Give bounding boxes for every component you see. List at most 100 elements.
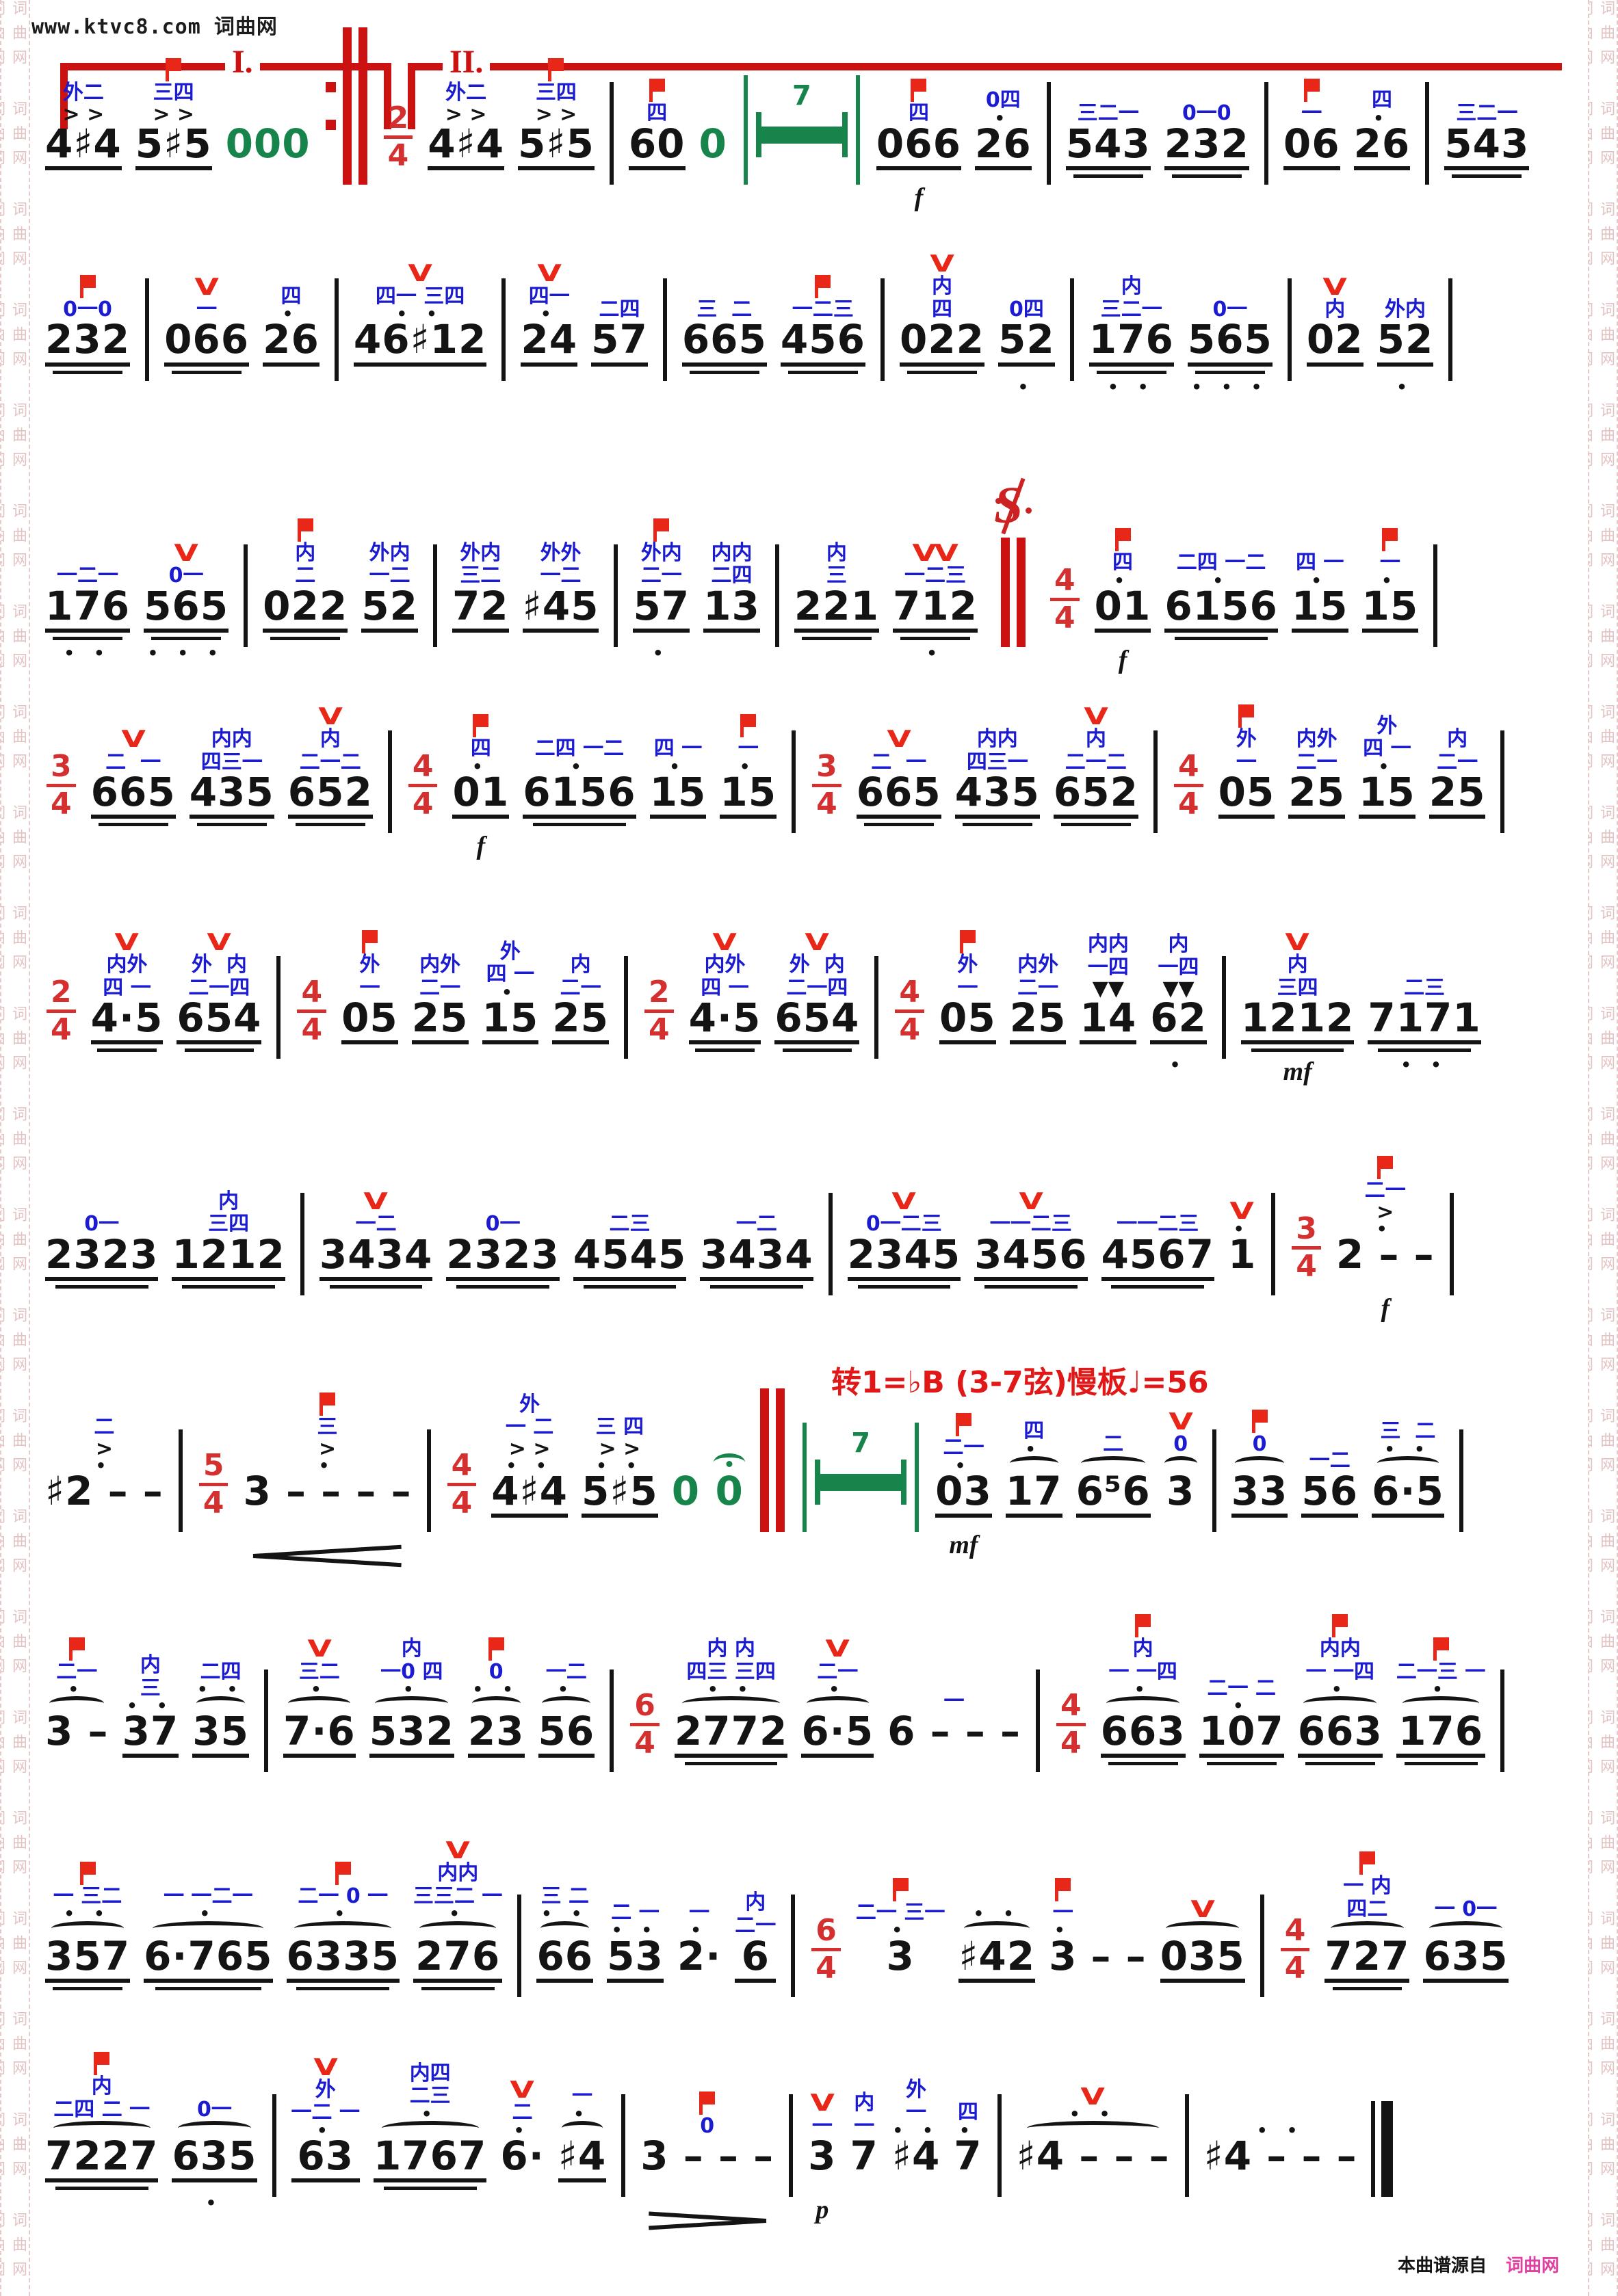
below-note: • • • [144,645,229,661]
duration-lines [558,2175,607,2197]
slur-arc [1376,1455,1439,1470]
note-cell: 二一三 一 • 176 [1396,1637,1486,1773]
barline [1069,278,1074,381]
below-note: mf [1241,1059,1354,1085]
note-digits: ♯4 – – – [1016,2133,1170,2180]
fingering: 一 一四 [1305,1659,1375,1684]
bow-marks [958,930,977,953]
bow-marks [68,1637,86,1661]
note-cell: – – [1091,1936,1146,1997]
barline [264,1670,268,1773]
bow-marks [1376,1156,1394,1179]
note-digits: 066 [876,120,961,167]
time-sig-denominator: 4 [451,1486,473,1520]
up-bow-icon: V [1285,928,1310,956]
bow-flag-icon [1054,1877,1072,1901]
underline-second [533,823,626,827]
bow-marks [891,1877,910,1901]
duration-lines [1428,811,1486,833]
note-digits: 15 [649,769,707,816]
note-digits: 727 [1325,1932,1410,1979]
bow-marks [318,1393,337,1416]
fingering-upper: 内 [401,1637,422,1661]
note-cell: V 内 02 [1306,275,1363,381]
bow-marks: V [930,252,954,276]
slur-arc [178,2121,251,2135]
fingering: 二一四 [786,975,848,1000]
duration-lines [649,811,707,833]
time-sig-denominator: 4 [1284,1950,1306,1985]
note-digits: 4♯4 [491,1467,568,1514]
dynamic-label: f [914,183,924,212]
duration-lines [1160,1975,1245,1997]
underline-second [788,370,858,374]
bow-marks [487,1637,506,1661]
duration-lines [1053,811,1138,833]
underline [192,1754,249,1758]
duration-lines [341,1037,398,1059]
underline [735,1978,777,1983]
up-bow-icon: V [886,726,911,754]
note-cell: 四 一 • 15 [649,737,707,833]
duration-lines [633,625,690,647]
note-digits: 435 [954,769,1040,816]
octave-dots-above: • [1331,1680,1349,1700]
final-thin-bar [1370,2101,1375,2198]
fingering: 二一二 [1065,750,1127,774]
underline [892,629,978,633]
hairpin-cresc [253,1539,402,1569]
note-cell: 四 一 • 15 [1291,551,1348,647]
note-digits: ♯4 – – – [1203,2133,1357,2180]
below-note: • • • [1188,378,1273,395]
note-digits: ♯4 [891,2133,941,2180]
duration-lines [1444,163,1530,185]
duration-lines [45,1750,109,1772]
underline [291,2178,360,2183]
time-sig-denominator: 4 [899,1012,921,1048]
note-cell: 二一 > • 2 – – f [1336,1156,1435,1321]
duration-lines [1164,625,1278,647]
bow-flag-icon [1237,704,1255,728]
barline [244,544,248,647]
bow-marks [361,930,379,953]
repeat-dot [325,120,336,130]
note-digits: 652 [287,769,373,816]
up-bow-icon: V [313,2053,338,2081]
note-cell: 一 • 15 [720,714,777,833]
underline-second [151,637,221,640]
barline [1036,1670,1041,1773]
fingering: 0一二三 [865,1212,942,1237]
underline-second [689,370,759,374]
octave-dots-above: • • [1069,2104,1117,2124]
duration-lines [467,1750,525,1772]
duration-lines [172,1274,285,1295]
octave-dots-above: • [1054,1921,1072,1940]
bow-flag-icon [1358,1851,1376,1875]
slur-arc [288,1696,351,1711]
note-digits: 543 [1444,120,1530,167]
duration-lines [172,2175,257,2197]
underline [847,1276,961,1281]
underline-second [1206,1762,1277,1766]
note-digits: 15 [1359,769,1415,816]
note-cell: 三四 > >5♯5 [135,58,212,185]
note-digits: 565 [144,582,229,629]
bow-marks [909,79,928,103]
underline [263,629,348,633]
note-digits: 6· [500,2133,545,2180]
multibar-rest-bar [815,1460,907,1505]
note-digits: 05 [341,994,398,1042]
underline [1325,1978,1410,1983]
bow-flag-icon [1331,1614,1349,1637]
note-cell: 一二一 176 • • [45,564,131,661]
note-digits: 3 – [45,1708,109,1755]
bow-marks: V [194,275,219,298]
credit-line: 本曲谱源自 词曲网 [1398,2252,1559,2277]
system-row-1: 外二 > >4♯4 三四 > >5♯5 000 2 4 外二 > >4♯4 三四 > >5♯5 四 60… [38,27,1536,211]
bow-marks: V [510,2079,535,2102]
fingering: 四 一 [701,975,749,1000]
fingering: 一 一四 [1108,1659,1177,1684]
octave-dots-above: • [472,757,490,776]
